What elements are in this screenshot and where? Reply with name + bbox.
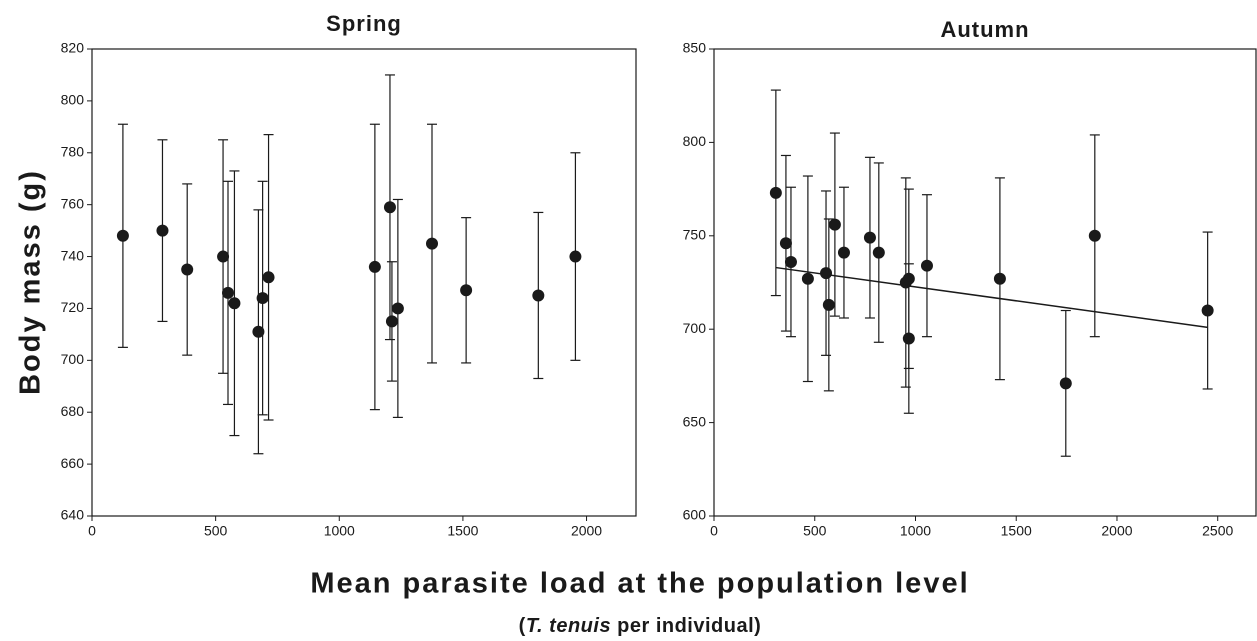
- point: [820, 267, 833, 280]
- point: [837, 246, 850, 259]
- x-tick-label: 1000: [900, 523, 931, 539]
- plot-frame: [713, 48, 1257, 517]
- point: [1088, 229, 1101, 242]
- x-axis-note: (T. tenuis per individual): [519, 615, 762, 637]
- y-tick-label: 740: [61, 247, 85, 263]
- point: [822, 298, 835, 311]
- point: [383, 201, 396, 214]
- y-tick-label: 800: [61, 92, 85, 108]
- y-tick-label: 760: [61, 195, 85, 211]
- point: [784, 255, 797, 268]
- point: [863, 231, 876, 244]
- y-tick-label: 680: [61, 403, 85, 419]
- y-tick-label: 640: [61, 507, 85, 523]
- point: [902, 332, 915, 345]
- chart-title: Autumn: [940, 17, 1029, 42]
- chart-title: Spring: [326, 11, 402, 36]
- x-tick-label: 1500: [1001, 523, 1032, 539]
- y-tick-label: 780: [61, 143, 85, 159]
- y-tick-label: 720: [61, 299, 85, 315]
- x-tick-label: 0: [710, 523, 718, 539]
- y-tick-label: 820: [61, 40, 85, 56]
- point: [993, 272, 1006, 285]
- point: [828, 218, 841, 231]
- point: [222, 286, 234, 299]
- y-tick-label: 650: [683, 413, 707, 429]
- point: [872, 246, 885, 259]
- trend-line: [775, 266, 1208, 329]
- y-tick-label: 700: [61, 351, 85, 367]
- point: [385, 315, 398, 328]
- point: [181, 263, 194, 276]
- x-tick-label: 2000: [1101, 523, 1132, 539]
- point: [801, 272, 814, 285]
- x-tick-label: 500: [204, 523, 228, 539]
- y-tick-label: 850: [683, 40, 707, 56]
- x-tick-label: 2000: [571, 523, 602, 539]
- point: [262, 271, 275, 284]
- y-tick-label: 800: [683, 133, 707, 149]
- y-tick-label: 700: [683, 320, 707, 336]
- note-part: (: [519, 615, 526, 637]
- y-tick-label: 750: [683, 227, 707, 243]
- point: [156, 224, 169, 237]
- point: [460, 284, 473, 297]
- point: [569, 250, 582, 263]
- point: [532, 289, 545, 302]
- note-species: T. tenuis: [526, 615, 611, 637]
- point: [217, 250, 230, 263]
- point: [391, 302, 404, 315]
- note-part: per individual): [611, 615, 761, 637]
- point: [256, 292, 269, 305]
- x-tick-label: 500: [803, 523, 827, 539]
- point: [368, 260, 381, 273]
- y-tick-label: 600: [683, 507, 707, 523]
- y-tick-label: 660: [61, 455, 85, 471]
- x-tick-label: 0: [88, 523, 96, 539]
- point: [116, 229, 129, 242]
- point: [1059, 377, 1072, 390]
- x-axis-label: Mean parasite load at the population lev…: [310, 568, 969, 600]
- x-tick-label: 1000: [324, 523, 355, 539]
- point: [920, 259, 933, 272]
- point: [769, 186, 782, 199]
- point: [1201, 304, 1214, 317]
- x-tick-label: 2500: [1202, 523, 1233, 539]
- point: [228, 297, 241, 310]
- x-tick-label: 1500: [447, 523, 478, 539]
- point: [252, 325, 265, 338]
- plot-frame: [91, 48, 637, 517]
- y-axis-label: Body mass (g): [15, 169, 47, 395]
- point: [779, 237, 792, 250]
- point: [426, 237, 438, 250]
